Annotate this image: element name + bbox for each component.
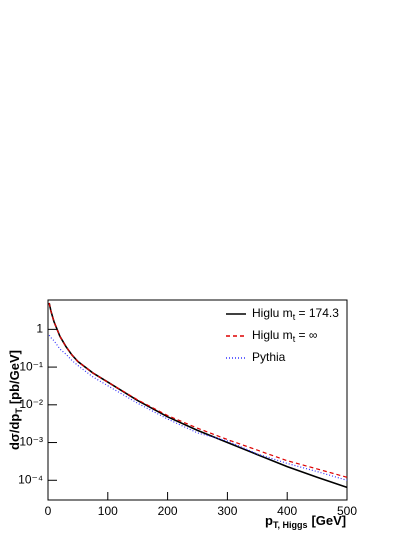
x-tick-label: 200 bbox=[158, 504, 178, 518]
x-tick-label: 400 bbox=[277, 504, 297, 518]
x-tick-label: 100 bbox=[98, 504, 118, 518]
y-axis-label-main: dσ/dp bbox=[7, 414, 22, 450]
x-tick-label: 0 bbox=[45, 504, 52, 518]
y-tick-label: 10⁻⁴ bbox=[18, 472, 43, 486]
x-axis-label-main: p bbox=[265, 513, 273, 528]
series-line bbox=[48, 302, 348, 478]
legend-label: Higlu mt = ∞ bbox=[252, 328, 317, 344]
legend-label: Higlu mt = 174.3 bbox=[252, 306, 339, 322]
x-tick-label: 300 bbox=[217, 504, 237, 518]
legend-rest: = 174.3 bbox=[295, 306, 339, 320]
x-axis-label-unit: [GeV] bbox=[311, 513, 346, 528]
y-tick-label: 10⁻² bbox=[19, 397, 43, 411]
y-axis-label: dσ/dpT [pb/GeV] bbox=[7, 350, 24, 450]
x-axis-label-sub: T, Higgs bbox=[273, 520, 308, 530]
legend-sub: t bbox=[293, 334, 296, 344]
legend-label: Pythia bbox=[252, 350, 286, 364]
series-line bbox=[48, 334, 348, 481]
plot-frame bbox=[47, 299, 348, 501]
legend-main: Higlu m bbox=[252, 306, 293, 320]
y-axis-label-sub: T bbox=[14, 408, 24, 414]
y-tick-label: 10⁻³ bbox=[19, 435, 43, 449]
legend-rest: = ∞ bbox=[295, 328, 317, 342]
x-tick-label: 500 bbox=[337, 504, 357, 518]
legend-sub: t bbox=[293, 312, 296, 322]
x-axis-label: pT, Higgs [GeV] bbox=[265, 513, 346, 530]
legend-main: Higlu m bbox=[252, 328, 293, 342]
y-tick-label: 10⁻¹ bbox=[19, 359, 43, 373]
legend-main: Pythia bbox=[252, 350, 286, 364]
y-tick-label: 1 bbox=[36, 322, 43, 336]
y-axis-label-unit: [pb/GeV] bbox=[7, 350, 22, 404]
